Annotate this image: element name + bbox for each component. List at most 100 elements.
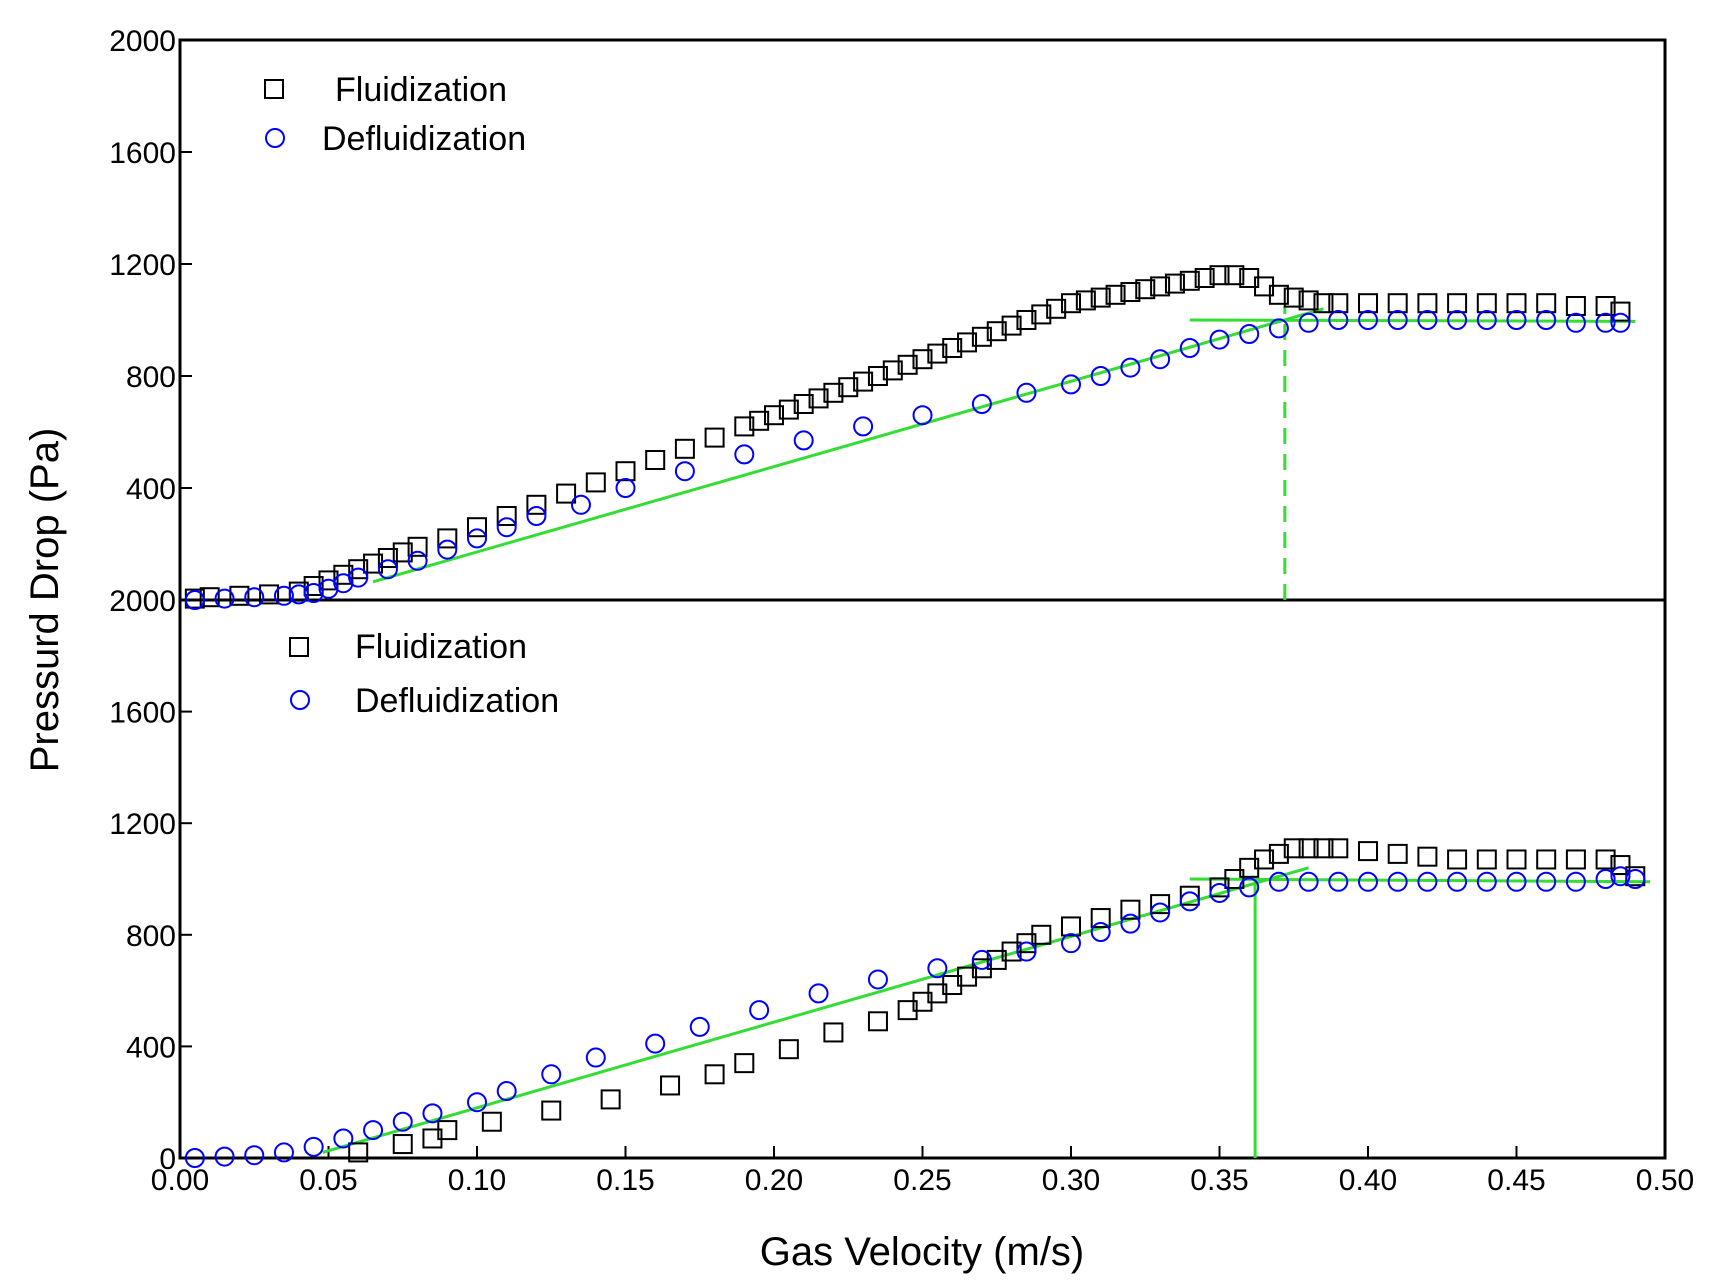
top-fluidization-point bbox=[303, 576, 324, 596]
top-fluidization-point bbox=[1090, 287, 1111, 308]
x-tick-label: 0.50 bbox=[1636, 1164, 1694, 1197]
top-legend: Fluidization Defluidization bbox=[264, 71, 526, 158]
top-defluidization-point bbox=[674, 461, 695, 482]
x-tick-label: 0.35 bbox=[1190, 1164, 1248, 1197]
bottom-fluidization-point bbox=[1254, 849, 1275, 870]
bottom-defluidization-point bbox=[927, 958, 948, 979]
top-fluidization-point bbox=[808, 388, 829, 409]
top-fluidization-point bbox=[1209, 265, 1230, 286]
top-fluidization-point bbox=[838, 377, 859, 398]
bottom-defluidization-point bbox=[1447, 871, 1468, 892]
bottom-defluidization-point bbox=[971, 949, 992, 970]
top-fluidization-point bbox=[1283, 287, 1304, 308]
top-fluidization-point bbox=[778, 399, 799, 420]
top-y-tick-label: 1600 bbox=[109, 137, 176, 170]
top-defluidization-point bbox=[1268, 318, 1289, 339]
bottom-defluidization-point bbox=[541, 1064, 562, 1085]
bottom-defluidization-point bbox=[1565, 871, 1586, 892]
x-tick-label: 0.10 bbox=[448, 1164, 506, 1197]
top-defluidization-point bbox=[570, 494, 591, 515]
top-defluidization-point bbox=[1417, 310, 1438, 330]
bottom-defluidization-point bbox=[1328, 871, 1349, 892]
bottom-fluidization-point bbox=[1565, 849, 1586, 870]
top-defluidization-point bbox=[1209, 329, 1230, 350]
top-defluidization-point bbox=[526, 506, 547, 526]
bottom-fluidization-point bbox=[1283, 838, 1304, 859]
bottom-defluidization-point bbox=[1625, 869, 1646, 889]
top-defluidization-point bbox=[1239, 324, 1260, 344]
top-fluidization-point bbox=[927, 343, 948, 364]
top-fluidization-point bbox=[1536, 293, 1557, 314]
top-fluidization-point bbox=[1387, 293, 1408, 314]
top-fluidization-point bbox=[1224, 265, 1245, 286]
top-fluidization-point bbox=[526, 494, 547, 515]
bottom-defluidization-point bbox=[1179, 891, 1200, 912]
top-fluidization-point bbox=[957, 332, 978, 353]
top-fluidization-point bbox=[1268, 284, 1289, 305]
top-defluidization-point bbox=[377, 559, 398, 580]
top-defluidization-point bbox=[496, 517, 517, 538]
top-legend-fluidization-label: Fluidization bbox=[335, 71, 507, 109]
top-defluidization-point bbox=[1016, 382, 1037, 403]
bottom-defluidization-point bbox=[1476, 871, 1497, 892]
top-defluidization-point bbox=[1476, 310, 1497, 330]
top-defluidization-point bbox=[244, 587, 265, 608]
top-y-tick-label: 1200 bbox=[109, 249, 176, 282]
top-fluidization-point bbox=[1150, 276, 1171, 297]
top-fluidization-point bbox=[734, 416, 755, 437]
top-defluidization-point bbox=[1328, 310, 1349, 330]
x-axis-title: Gas Velocity (m/s) bbox=[760, 1230, 1085, 1274]
top-fluidization-point bbox=[1075, 290, 1096, 311]
top-defluidization-point bbox=[793, 430, 814, 451]
bottom-fluidization-point bbox=[1224, 869, 1245, 889]
x-tick-label: 0.05 bbox=[299, 1164, 357, 1197]
bottom-fluidization-point bbox=[1328, 838, 1349, 859]
top-fluidization-point bbox=[1610, 301, 1631, 322]
x-tick-label: 0.00 bbox=[151, 1164, 209, 1197]
top-fluidization-point bbox=[1164, 273, 1185, 294]
top-fluidization-point bbox=[348, 559, 369, 580]
bottom-fluidization-point bbox=[867, 1011, 888, 1032]
top-defluidization-point bbox=[1061, 374, 1081, 395]
top-fluidization-point bbox=[1313, 293, 1334, 314]
bottom-defluidization-point bbox=[867, 969, 888, 990]
top-fluidization-point bbox=[1016, 310, 1037, 330]
top-fluidization-point bbox=[585, 472, 606, 493]
top-defluidization-point bbox=[1447, 310, 1468, 330]
bottom-legend-defluidization-label: Defluidization bbox=[355, 682, 559, 720]
top-fluidization-point bbox=[912, 349, 933, 370]
top-fluidization-point bbox=[407, 536, 428, 557]
bottom-fluidization-point bbox=[1610, 855, 1631, 876]
bottom-fit-line-1 bbox=[322, 866, 1310, 1154]
bottom-y-tick-label: 1200 bbox=[109, 808, 176, 841]
top-fluidization-point bbox=[1447, 293, 1468, 314]
top-fluidization-point bbox=[437, 528, 458, 549]
bottom-fluidization-point bbox=[541, 1100, 562, 1121]
top-fluidization-point bbox=[1417, 293, 1438, 314]
bottom-fluidization-point bbox=[1061, 916, 1081, 937]
bottom-defluidization-point bbox=[1239, 877, 1260, 898]
top-fluidization-point bbox=[986, 321, 1007, 342]
bottom-defluidization-point bbox=[363, 1120, 384, 1141]
bottom-defluidization-point bbox=[1090, 922, 1111, 943]
bottom-legend-square-icon bbox=[289, 637, 309, 657]
top-fluidization-point bbox=[1506, 293, 1527, 314]
bottom-defluidization-point bbox=[184, 1148, 205, 1168]
bottom-fluidization-point bbox=[1595, 849, 1616, 870]
top-fluidization-point bbox=[1194, 268, 1215, 288]
top-defluidization-point bbox=[1506, 310, 1527, 330]
x-tick-label: 0.25 bbox=[893, 1164, 951, 1197]
bottom-defluidization-point bbox=[1417, 871, 1438, 892]
top-fluidization-point bbox=[1120, 282, 1141, 302]
bottom-fluidization-point bbox=[704, 1064, 725, 1085]
bottom-defluidization-point bbox=[1358, 871, 1378, 892]
top-fluidization-point bbox=[377, 548, 398, 568]
top-fluidization-point bbox=[318, 570, 339, 591]
bottom-defluidization-point bbox=[808, 983, 829, 1004]
top-defluidization-point bbox=[1387, 310, 1408, 330]
bottom-defluidization-point bbox=[244, 1145, 265, 1166]
top-defluidization-point bbox=[1358, 310, 1378, 330]
bottom-fluidization-point bbox=[1417, 846, 1438, 867]
top-defluidization-point bbox=[1090, 366, 1111, 386]
bottom-fluidization-point bbox=[1120, 899, 1141, 920]
